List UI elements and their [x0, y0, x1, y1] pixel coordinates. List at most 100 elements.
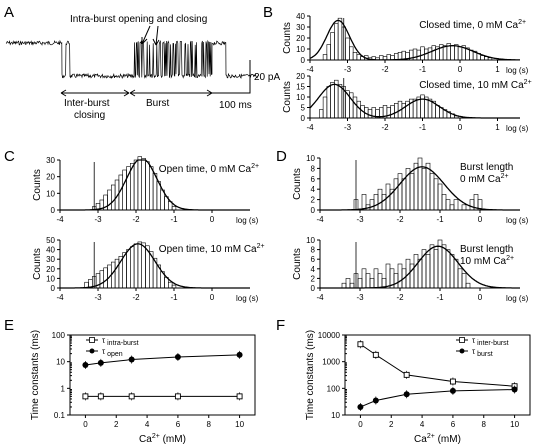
scale-bar	[212, 60, 251, 94]
histogram-bar	[145, 161, 150, 211]
histogram-bar	[394, 103, 399, 119]
histogram-bar	[373, 268, 379, 289]
chart-annotation-line2: 10 mM Ca2+	[460, 255, 514, 267]
data-point	[372, 351, 379, 358]
x-tick-label: -3	[344, 123, 352, 132]
chart-annotation: Closed time, 10 mM Ca2+	[419, 79, 531, 91]
histogram-bar	[393, 273, 399, 289]
x-tick-label: -2	[381, 65, 389, 74]
y-axis-label: Time constants (ms)	[305, 330, 316, 420]
x-tick-label: 8	[482, 420, 487, 429]
histogram-bar	[412, 48, 418, 61]
x-tick-label: -4	[316, 293, 324, 302]
y-tick-label: 2	[311, 196, 316, 205]
y-tick-label: 1000	[322, 358, 340, 367]
histogram-bar	[126, 249, 131, 289]
histogram-bar	[133, 159, 139, 211]
x-tick-label: -1	[436, 293, 444, 302]
data-point	[403, 371, 410, 378]
data-point	[372, 397, 379, 404]
histogram-bar	[111, 184, 116, 211]
x-tick-label: -3	[356, 293, 364, 302]
histogram-bar	[352, 96, 358, 119]
y-tick-label: 50	[46, 236, 55, 245]
histogram-bar	[453, 258, 459, 289]
x-tick-label: 0	[458, 123, 463, 132]
histogram-bar	[133, 243, 139, 289]
data-point	[236, 351, 243, 358]
histogram-bar	[381, 194, 387, 211]
histogram-bar	[441, 194, 447, 211]
histogram-bar	[453, 199, 459, 211]
x-tick-label: -4	[306, 65, 314, 74]
y-tick-label: 40	[296, 12, 305, 21]
y-axis-label: Counts	[32, 169, 43, 201]
histogram-bar	[449, 204, 455, 211]
histogram-bar	[377, 273, 383, 289]
x-tick-label: -1	[170, 215, 178, 224]
panel-a-trace: Intra-burst opening and closing Inter-bu…	[5, 14, 280, 121]
intra-burst-arrow-1	[141, 25, 151, 45]
histogram-bar	[137, 156, 142, 211]
histogram-bar	[334, 23, 339, 61]
histogram-bar	[465, 282, 471, 289]
x-tick-label: 2	[114, 420, 119, 429]
histogram-bar	[356, 54, 361, 61]
histogram-bar	[397, 263, 403, 289]
data-point	[449, 378, 456, 385]
chart-e: 0.1 1 10 100 0 2 4 6 8 10 Ca2+ (mM) Time constants …	[30, 330, 256, 445]
histogram-bar	[409, 173, 415, 211]
histogram-bar	[114, 258, 120, 289]
data-point	[449, 387, 456, 394]
histogram-bar	[367, 109, 373, 119]
x-tick-label: -2	[132, 293, 140, 302]
y-axis-label: Counts	[282, 81, 293, 113]
data-point	[357, 403, 364, 410]
x-tick-label: 10	[235, 420, 244, 429]
histogram-bar	[385, 263, 391, 289]
x-tick-label: -4	[56, 215, 64, 224]
histogram-bar	[454, 44, 459, 61]
chart-annotation: Burst length	[460, 244, 513, 255]
histogram-bar	[330, 32, 335, 61]
y-tick-label: 40	[46, 246, 55, 255]
x-tick-label: -2	[132, 215, 140, 224]
histogram-bar	[435, 105, 440, 119]
legend-marker	[459, 337, 465, 343]
data-point	[97, 359, 104, 366]
panel-label-a: A	[4, 4, 14, 21]
y-tick-label: 10	[306, 154, 315, 163]
legend-label: τ burst	[472, 347, 493, 358]
x-tick-label: 0	[210, 215, 215, 224]
chart-c-top: 0 10 20 30 -4 -3 -2 -1 0 log (s) Counts Open time, …	[32, 156, 259, 225]
x-axis-label: Ca2+ (mM)	[414, 433, 461, 445]
histogram-bar	[349, 46, 354, 61]
x-tick-label: -2	[381, 123, 389, 132]
histogram-bar	[401, 103, 406, 119]
inter-burst-label: Inter-burst	[64, 98, 110, 109]
x-tick-label: 2	[389, 420, 394, 429]
histogram-bar	[413, 162, 419, 211]
histogram-bar	[393, 178, 399, 211]
histogram-bar	[461, 273, 467, 289]
histogram-bar	[416, 49, 421, 61]
histogram-bar	[461, 204, 467, 211]
y-tick-label: 10000	[318, 331, 341, 340]
data-point	[236, 393, 243, 400]
histogram-bar	[322, 54, 328, 61]
y-tick-label: 10	[46, 274, 55, 283]
histogram-bar	[334, 79, 339, 119]
x-tick-label: -2	[396, 293, 404, 302]
chart-annotation-line2: 0 mM Ca2+	[460, 173, 509, 185]
y-tick-label: 8	[311, 246, 316, 255]
x-tick-label: 4	[420, 420, 425, 429]
x-axis-label: log (s)	[506, 294, 529, 303]
x-tick-label: 0	[478, 215, 483, 224]
x-axis-label: log (s)	[506, 216, 529, 225]
histogram-bar	[445, 199, 451, 211]
burst-label: Burst	[146, 98, 170, 109]
y-axis-label: Counts	[282, 22, 293, 54]
x-tick-label: -1	[419, 65, 427, 74]
fit-curve	[60, 159, 250, 211]
